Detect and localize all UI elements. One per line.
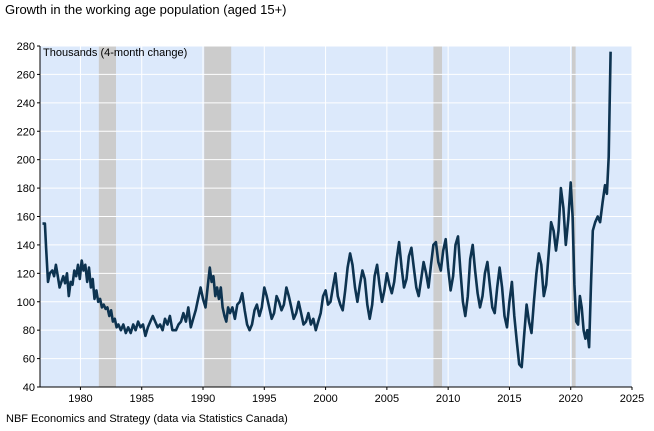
y-tick-label: 120 (17, 268, 35, 280)
y-tick-label: 160 (17, 212, 35, 224)
x-tick-label: 2015 (497, 393, 521, 405)
y-tick-label: 220 (17, 126, 35, 138)
series-line (42, 51, 612, 369)
chart-title: Growth in the working age population (ag… (5, 2, 287, 17)
y-tick-label: 200 (17, 155, 35, 167)
y-tick-label: 140 (17, 240, 35, 252)
series-lines (42, 51, 612, 369)
x-tick-label: 1980 (68, 393, 92, 405)
y-axis-label: Thousands (4-month change) (43, 47, 187, 59)
y-tick-label: 260 (17, 69, 35, 81)
y-tick-label: 40 (23, 382, 35, 394)
x-tick-label: 2025 (620, 393, 644, 405)
line-chart: 40 60 80 100 120 140 160 180 200 220 240 260 280 1980… (17, 41, 645, 405)
y-tick-label: 180 (17, 183, 35, 195)
x-tick-label: 2005 (375, 393, 399, 405)
x-tick-label: 1995 (252, 393, 276, 405)
x-tick-label: 2000 (313, 393, 337, 405)
x-tick-label: 1985 (129, 393, 153, 405)
y-tick-label: 100 (17, 297, 35, 309)
y-tick-label: 60 (23, 354, 35, 366)
y-tick-label: 280 (17, 41, 35, 53)
y-tick-label: 80 (23, 325, 35, 337)
source-note: NBF Economics and Strategy (data via Sta… (6, 413, 288, 425)
y-tick-label: 240 (17, 98, 35, 110)
x-tick-label: 2020 (558, 393, 582, 405)
x-tick-label: 2010 (436, 393, 460, 405)
x-tick-label: 1990 (191, 393, 215, 405)
axes: 40 60 80 100 120 140 160 180 200 220 240 260 280 1980… (17, 41, 645, 405)
